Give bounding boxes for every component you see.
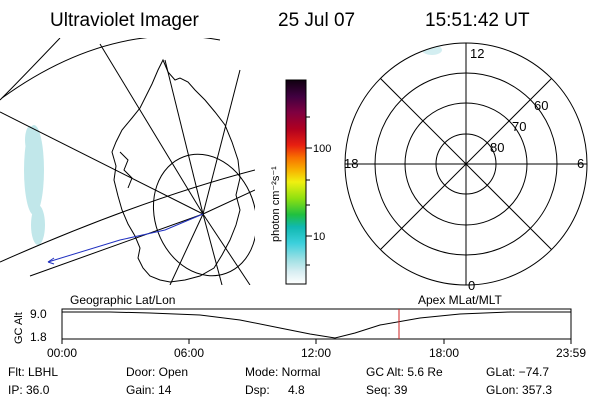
colorbar-unit-label: photon cm⁻²s⁻¹ <box>270 166 282 242</box>
mlt-0-label: 0 <box>468 278 475 293</box>
mlat-60-label: 60 <box>534 98 548 113</box>
time-tick-0600: 06:00 <box>174 346 204 360</box>
info-dsp-value: 4.8 <box>288 383 305 397</box>
geographic-map <box>0 38 255 285</box>
info-gc-alt: GC Alt: 5.6 Re <box>366 365 443 379</box>
info-dsp-label: Dsp: <box>245 383 270 397</box>
time-tick-1800: 18:00 <box>429 346 459 360</box>
altitude-axis-label: GC Alt <box>13 312 25 344</box>
uv-emission-speckle <box>24 125 45 245</box>
mlat-70-label: 70 <box>512 119 526 134</box>
time-tick-1200: 12:00 <box>301 346 331 360</box>
info-flt: Flt: LBHL <box>8 365 58 379</box>
altitude-y-bottom: 1.8 <box>30 330 47 344</box>
info-door: Door: Open <box>126 365 188 379</box>
info-footer: Flt: LBHL IP: 36.0 Door: Open Gain: 14 M… <box>8 365 552 397</box>
longitude-lines <box>0 43 255 285</box>
time-tick-2359: 23:59 <box>556 346 586 360</box>
info-gain: Gain: 14 <box>126 383 172 397</box>
info-ip: IP: 36.0 <box>8 383 50 397</box>
header-time: 15:51:42 UT <box>425 10 530 31</box>
info-seq: Seq: 39 <box>366 383 408 397</box>
altitude-y-top: 9.0 <box>30 307 47 321</box>
instrument-title: Ultraviolet Imager <box>50 10 200 31</box>
mlt-18-label: 18 <box>344 156 358 171</box>
colorbar: 100 10 photon cm⁻²s⁻¹ <box>270 79 331 285</box>
time-tick-0000: 00:00 <box>47 346 77 360</box>
info-glat: GLat: −74.7 <box>486 365 549 379</box>
coastline <box>111 58 241 283</box>
header-date: 25 Jul 07 <box>278 10 355 31</box>
colorbar-tick-10: 10 <box>313 231 325 243</box>
polar-plot: 12 18 6 0 60 70 80 <box>344 42 588 293</box>
info-mode: Mode: Normal <box>245 365 320 379</box>
latitude-lines <box>0 38 255 277</box>
satellite-track <box>47 213 204 263</box>
info-glon: GLon: 357.3 <box>486 383 552 397</box>
colorbar-tick-100: 100 <box>313 143 331 155</box>
mlt-6-label: 6 <box>577 156 584 171</box>
mlat-80-label: 80 <box>490 140 504 155</box>
altitude-plot: GC Alt 9.0 1.8 00:00 06:00 12:00 18:00 2… <box>13 307 586 360</box>
altitude-curve <box>62 311 571 339</box>
apex-caption: Apex MLat/MLT <box>418 293 502 307</box>
mlt-12-label: 12 <box>470 46 484 61</box>
geographic-caption: Geographic Lat/Lon <box>70 293 175 307</box>
